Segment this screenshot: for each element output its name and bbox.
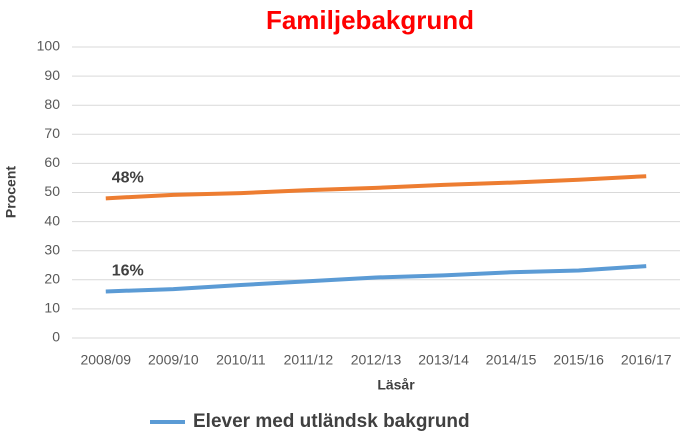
y-tick-label: 0 [52, 329, 60, 345]
x-tick-label: 2016/17 [621, 352, 672, 368]
y-tick-label: 90 [44, 67, 60, 83]
y-tick-label: 70 [44, 125, 60, 141]
x-tick-label: 2014/15 [486, 352, 537, 368]
x-tick-label: 2012/13 [351, 352, 402, 368]
y-tick-label: 10 [44, 300, 60, 316]
x-tick-label: 2010/11 [216, 352, 266, 368]
y-tick-label: 50 [44, 183, 60, 199]
data-label: 16% [112, 263, 144, 280]
chart-title: Familjebakgrund [266, 5, 474, 35]
series-line [105, 174, 647, 201]
x-tick-label: 2013/14 [418, 352, 469, 368]
y-tick-label: 30 [44, 241, 60, 257]
y-tick-label: 60 [44, 154, 60, 170]
y-tick-label: 40 [44, 212, 60, 228]
y-tick-label: 20 [44, 271, 60, 287]
x-tick-label: 2008/09 [80, 352, 131, 368]
y-tick-label: 100 [37, 38, 61, 54]
series-line [105, 264, 647, 294]
x-tick-label: 2015/16 [553, 352, 604, 368]
x-axis-title: Läsår [377, 377, 415, 393]
y-tick-label: 80 [44, 96, 60, 112]
x-tick-label: 2009/10 [148, 352, 199, 368]
data-label: 48% [112, 170, 144, 187]
x-tick-label: 2011/12 [284, 352, 334, 368]
legend-label: Elever med utländsk bakgrund [193, 411, 470, 432]
y-axis-title: Procent [3, 166, 19, 218]
